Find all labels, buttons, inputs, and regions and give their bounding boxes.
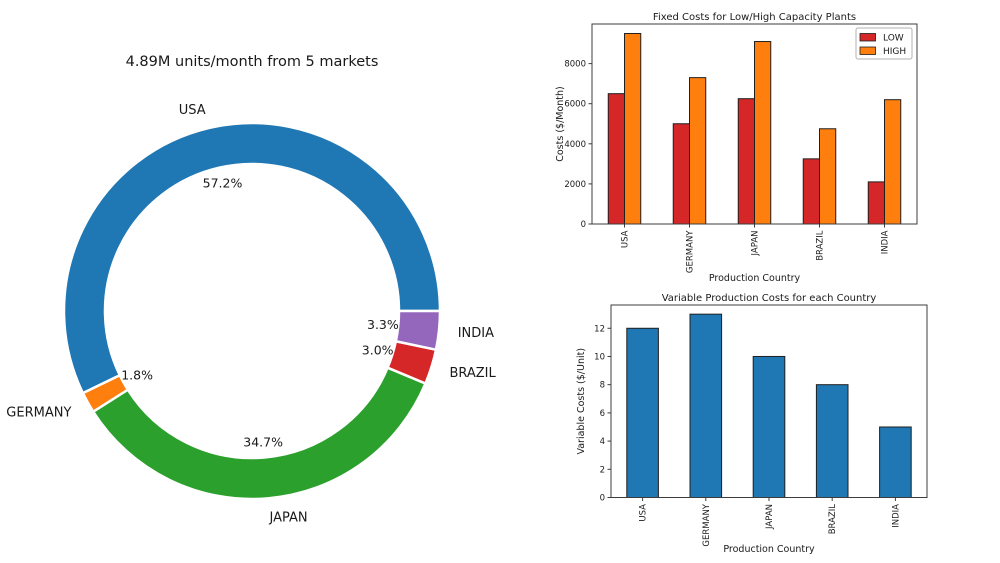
x-tick-label-germany: GERMANY (686, 230, 696, 273)
y-tick-label: 4000 (564, 140, 586, 150)
bar-high-japan (754, 41, 772, 225)
y-axis-label: Costs ($/Month) (555, 86, 566, 162)
legend-swatch-low (859, 33, 876, 42)
y-tick-label: 0 (600, 494, 605, 504)
bar-high-germany (689, 77, 707, 225)
x-tick-label-germany: GERMANY (702, 503, 712, 546)
pie-pct-india: 3.3% (367, 317, 399, 332)
bar-variable-costs-brazil (815, 384, 849, 498)
x-tick-label-japan: JAPAN (765, 504, 775, 530)
x-tick-label-japan: JAPAN (751, 231, 761, 257)
x-tick-label-brazil: BRAZIL (816, 230, 826, 261)
pie-pct-germany: 1.8% (121, 368, 153, 383)
pie-title: 4.89M units/month from 5 markets (126, 54, 379, 70)
pie-label-germany: GERMANY (6, 405, 71, 420)
pie-slice-usa (62, 121, 442, 395)
bar-low-usa (607, 93, 625, 225)
x-axis-label: Production Country (709, 273, 801, 284)
pie-slice-india (394, 309, 442, 352)
pie-pct-usa: 57.2% (203, 175, 243, 190)
y-tick-label: 8 (600, 381, 605, 391)
x-axis-label: Production Country (723, 544, 815, 555)
x-tick-label-india: INDIA (881, 230, 891, 254)
bar-high-india (884, 99, 902, 225)
y-tick-label: 0 (581, 220, 586, 230)
legend-label-low: LOW (883, 34, 904, 44)
bar-variable-costs-india (879, 426, 912, 498)
variable-costs-bar-chart: 0 2 4 6 8 10 12 USA GERMANY JAPAN BRAZIL INDIA Varia… (576, 293, 928, 555)
bar-low-germany (672, 123, 690, 225)
pie-label-usa: USA (179, 103, 206, 118)
y-tick-label: 4 (600, 437, 605, 447)
bar-high-usa (624, 33, 642, 225)
x-tick-label-india: INDIA (891, 504, 901, 528)
bar-variable-costs-usa (626, 327, 659, 498)
legend-swatch-high (859, 46, 876, 55)
legend-label-high: HIGH (883, 47, 906, 57)
y-tick-label: 2000 (564, 180, 586, 190)
bar-high-brazil (819, 128, 837, 225)
chart-title: Variable Production Costs for each Count… (662, 293, 877, 304)
bar-variable-costs-japan (752, 355, 786, 498)
pie-pct-japan: 34.7% (243, 435, 283, 450)
x-tick-label-brazil: BRAZIL (828, 504, 838, 535)
bar-low-japan (737, 98, 755, 225)
pie-slice-japan (91, 366, 428, 501)
pie-label-japan: JAPAN (269, 511, 308, 526)
market-share-donut-chart: 4.89M units/month from 5 markets USA 57.2%… (6, 54, 496, 526)
fixed-costs-bar-chart: 0 2000 4000 6000 8000 USA GERMANY JAPAN BRAZIL IN… (555, 12, 918, 284)
pie-label-india: INDIA (458, 326, 494, 341)
y-tick-label: 8000 (564, 60, 586, 70)
y-tick-label: 10 (594, 352, 605, 362)
bar-low-brazil (802, 158, 820, 225)
chart-title: Fixed Costs for Low/High Capacity Plants (653, 12, 856, 23)
pie-label-brazil: BRAZIL (449, 366, 496, 381)
x-tick-label-usa: USA (639, 504, 649, 522)
pie-pct-brazil: 3.0% (362, 343, 394, 358)
y-axis-label: Variable Costs ($/Unit) (576, 348, 587, 455)
x-tick-label-usa: USA (621, 230, 631, 248)
y-tick-label: 12 (594, 324, 605, 334)
bar-variable-costs-germany (689, 313, 723, 499)
bar-low-india (867, 181, 885, 225)
y-tick-label: 6 (600, 409, 605, 419)
y-tick-label: 2 (600, 465, 605, 475)
y-tick-label: 6000 (564, 100, 586, 110)
